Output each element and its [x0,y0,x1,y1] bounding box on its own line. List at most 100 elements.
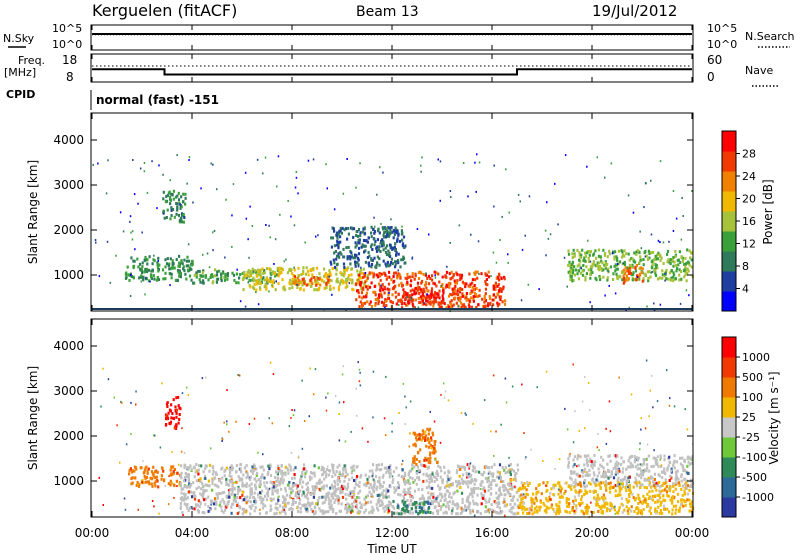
range-time-cell [462,162,465,164]
range-time-cell [453,490,456,494]
range-time-cell [272,279,275,283]
range-time-cell [139,267,142,271]
header-beam: Beam 13 [356,4,419,20]
range-time-cell [449,292,452,296]
range-time-cell [683,477,686,481]
range-time-cell [435,296,438,300]
range-time-cell [425,486,429,490]
range-time-cell [434,440,437,443]
range-time-cell [618,260,622,264]
range-time-cell [320,468,323,472]
range-time-cell [624,486,627,489]
range-time-cell [434,274,436,277]
range-time-cell [616,483,619,487]
range-time-cell [238,374,241,377]
range-time-cell [657,465,660,468]
range-time-cell [578,490,581,494]
range-time-cell [262,498,265,502]
range-time-cell [634,458,637,462]
range-time-cell [471,290,474,294]
range-time-cell [420,281,423,285]
range-time-cell [272,373,275,376]
range-time-cell [656,483,659,487]
range-time-cell [334,498,337,502]
range-time-cell [145,276,147,279]
range-time-cell [400,298,403,302]
range-time-cell [511,506,514,510]
range-time-cell [353,486,356,490]
range-time-cell [318,507,321,511]
range-time-cell [153,481,156,485]
range-time-cell [458,290,462,294]
range-time-cell [292,281,295,285]
range-time-cell [572,441,575,444]
range-time-cell [343,255,346,259]
range-time-cell [525,456,527,459]
range-time-cell [157,278,161,281]
range-time-cell [138,262,142,266]
range-time-cell [638,481,641,485]
range-time-cell [487,477,489,480]
range-time-cell [294,279,298,283]
range-time-cell [502,285,505,289]
range-time-cell [242,498,246,502]
range-time-cell [226,503,229,507]
range-time-cell [171,412,174,415]
range-time-cell [179,501,182,505]
range-time-cell [331,465,334,469]
range-time-cell [253,283,256,287]
range-time-cell [210,273,213,277]
range-time-cell [146,469,149,473]
range-time-cell [421,279,424,283]
range-time-cell [250,489,253,493]
range-time-cell [656,462,659,466]
range-time-cell [632,211,635,214]
range-time-cell [271,481,274,485]
range-time-cell [496,284,499,288]
range-time-cell [334,481,337,485]
range-time-cell [360,291,364,295]
range-time-cell [498,476,501,480]
range-time-cell [370,225,373,229]
range-time-cell [183,502,186,506]
range-time-cell [571,506,574,510]
range-time-cell [274,238,277,241]
range-time-cell [630,256,633,260]
range-time-cell [186,496,189,500]
range-time-cell [212,231,214,234]
range-time-cell [602,458,605,462]
range-time-cell [659,160,662,163]
range-time-cell [564,482,566,485]
range-time-cell [656,498,659,502]
range-time-cell [479,512,482,516]
range-time-cell [643,272,646,276]
range-time-cell [365,285,368,289]
range-time-cell [175,479,178,483]
range-time-cell [330,503,333,507]
range-time-cell [412,480,415,484]
range-time-cell [489,472,492,476]
range-time-cell [253,278,256,282]
range-time-cell [258,512,262,516]
range-time-cell [437,293,440,297]
range-time-cell [152,258,155,262]
range-time-cell [220,509,223,513]
range-time-cell [370,243,373,247]
range-time-cell [420,288,423,292]
range-time-cell [259,476,263,480]
range-time-cell [178,201,180,204]
range-time-cell [354,479,357,483]
range-time-cell [395,466,398,470]
range-time-cell [178,483,181,487]
range-time-cell [444,390,447,393]
range-time-cell [201,494,204,498]
range-time-cell [662,481,665,485]
range-time-cell [213,229,216,232]
power-ylabel: Slant Range [km] [26,160,40,264]
range-time-cell [451,293,454,297]
range-time-cell [593,496,596,500]
range-time-cell [291,409,293,411]
range-time-cell [649,506,652,510]
range-time-cell [590,510,592,513]
range-time-cell [602,493,605,497]
